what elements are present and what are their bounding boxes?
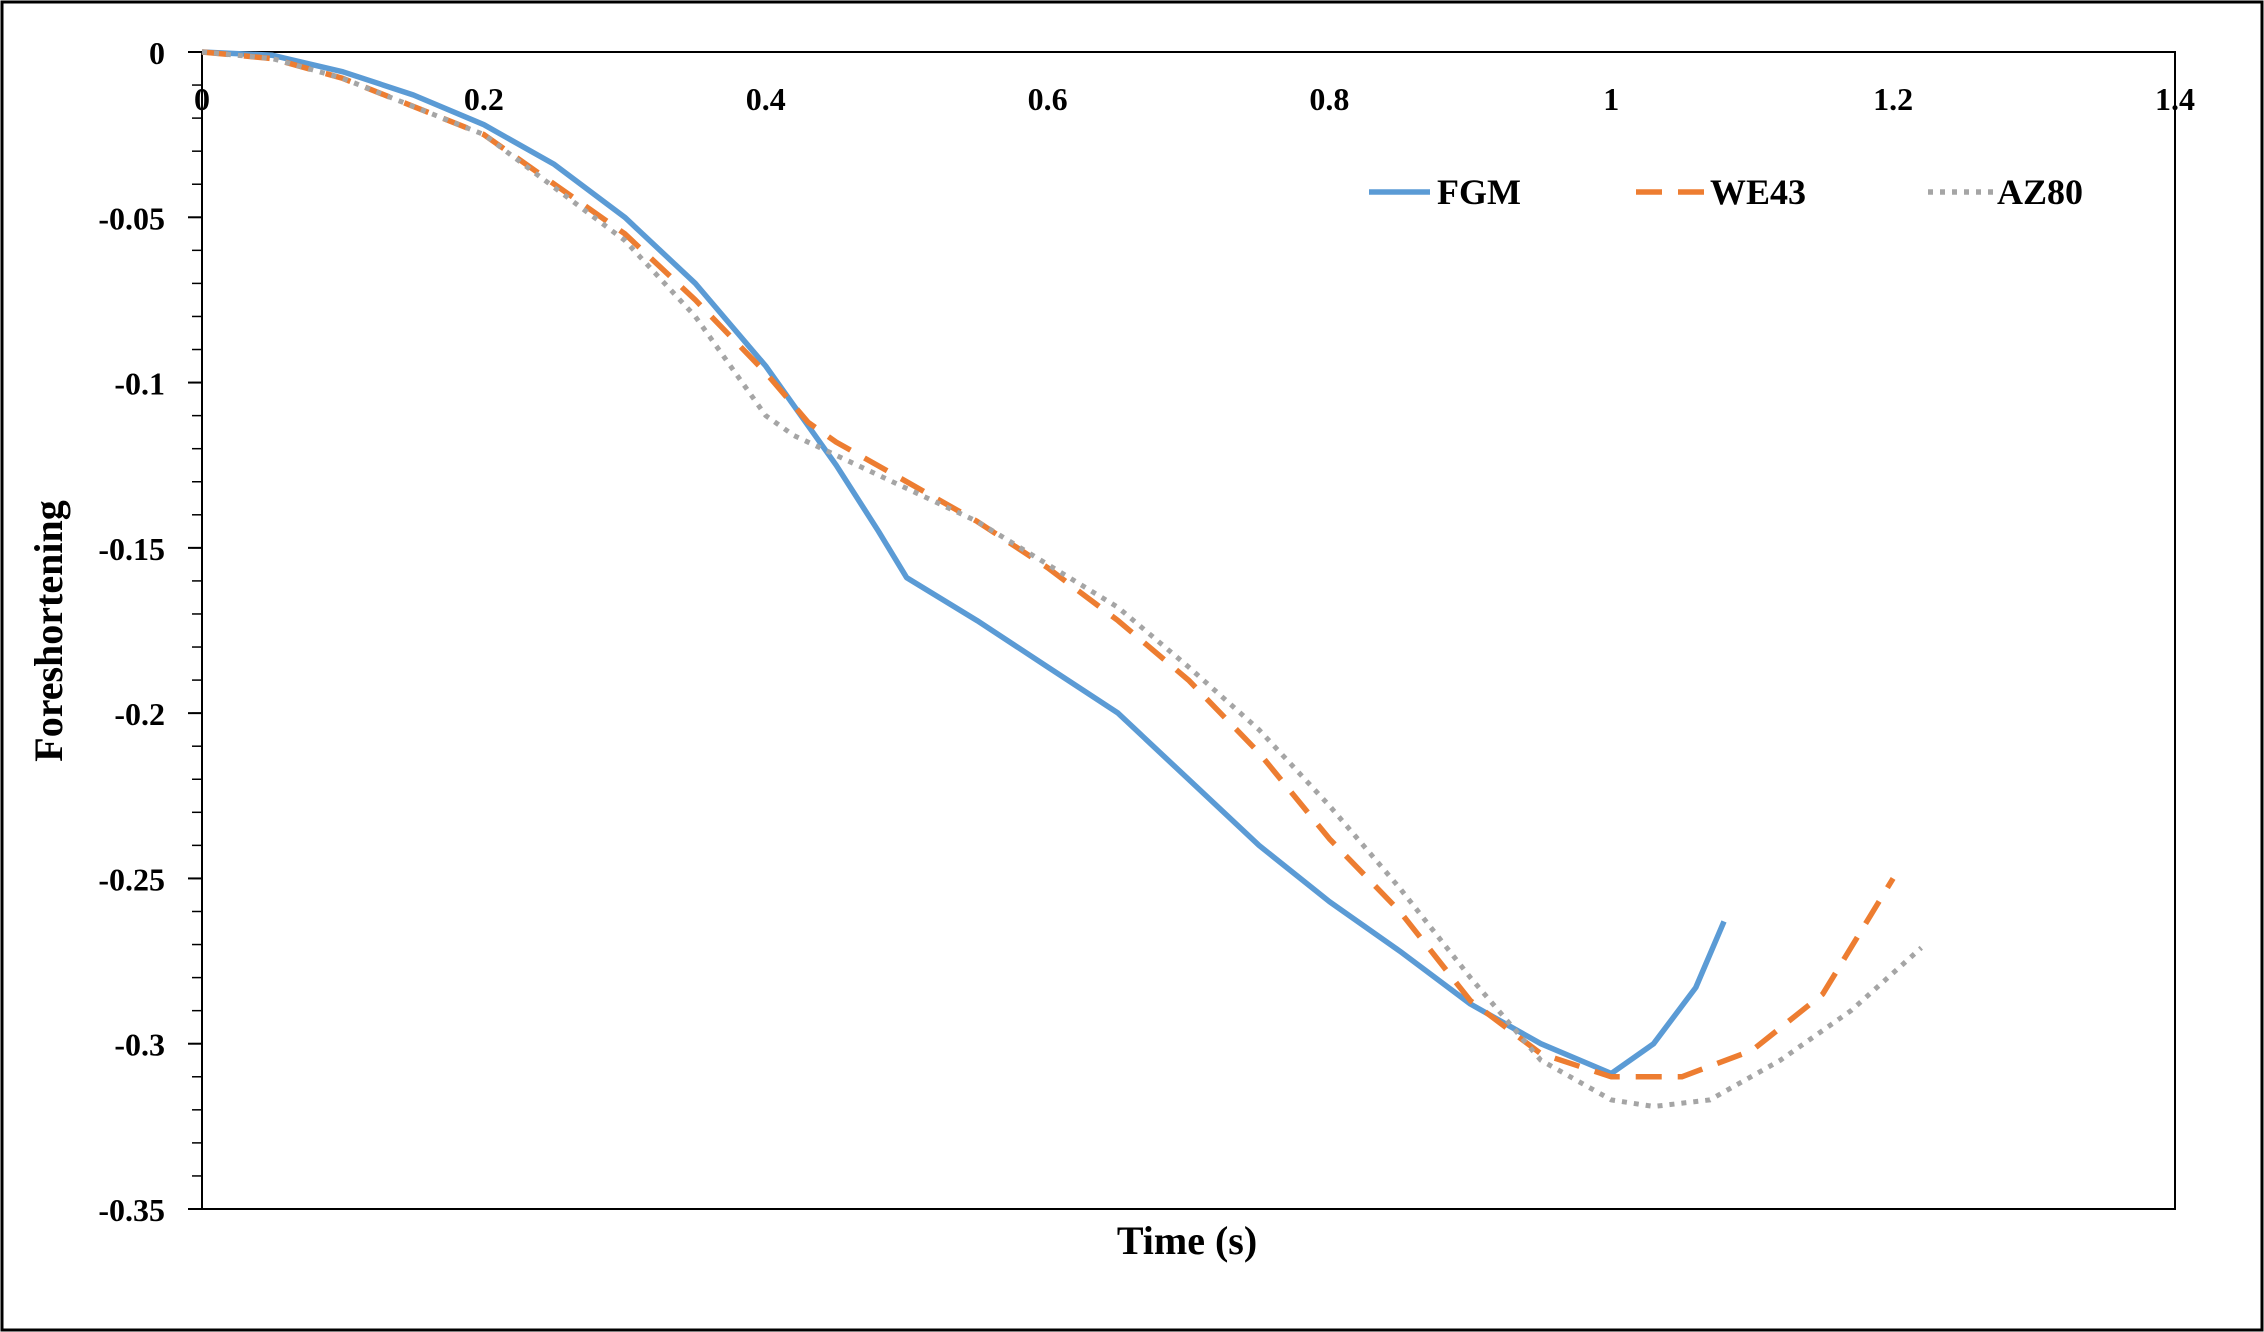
series-line-we43 [201,49,1896,1080]
legend-label-we43: WE43 [1710,172,1806,212]
y-axis-label: Foreshortening [26,500,71,761]
series-line-fgm [201,49,1727,1077]
x-tick-label: 0.4 [746,81,786,117]
x-tick-label: 0.2 [464,81,504,117]
y-tick-label: -0.2 [114,696,165,732]
y-tick-label: -0.1 [114,366,165,402]
y-tick-label: -0.15 [98,531,165,567]
plot-area [201,51,2176,1210]
x-tick-label: 1.4 [2155,81,2195,117]
y-tick-label: -0.35 [98,1192,165,1228]
x-tick-label: 0 [194,81,210,117]
legend-label-fgm: FGM [1437,172,1521,212]
y-tick-label: -0.25 [98,861,165,897]
legend-label-az80: AZ80 [1997,172,2083,212]
y-tick-label: -0.3 [114,1027,165,1063]
series-line-az80 [201,49,1923,1109]
x-axis-label: Time (s) [1117,1218,1257,1263]
y-tick-label: -0.05 [98,200,165,236]
x-tick-label: 0.8 [1309,81,1349,117]
x-tick-label: 1 [1603,81,1619,117]
y-tick-label: 0 [149,35,165,71]
x-tick-label: 1.2 [1873,81,1913,117]
x-tick-label: 0.6 [1028,81,1068,117]
